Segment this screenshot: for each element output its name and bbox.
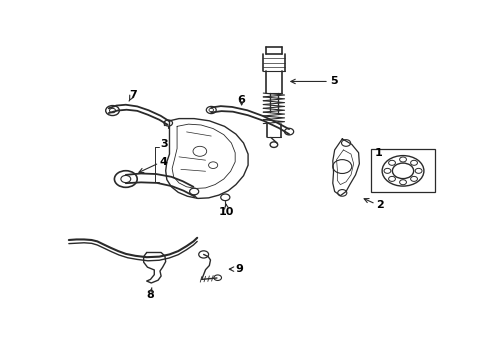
Text: 3: 3 <box>161 139 169 149</box>
Bar <box>371 149 435 192</box>
Text: 8: 8 <box>147 290 154 300</box>
Text: 10: 10 <box>219 207 234 217</box>
Text: 2: 2 <box>376 201 384 210</box>
Text: 1: 1 <box>374 148 382 158</box>
Text: 9: 9 <box>235 264 243 274</box>
Text: 5: 5 <box>330 76 338 86</box>
Text: 6: 6 <box>238 95 245 105</box>
Text: 4: 4 <box>160 157 168 167</box>
Text: 7: 7 <box>129 90 137 100</box>
